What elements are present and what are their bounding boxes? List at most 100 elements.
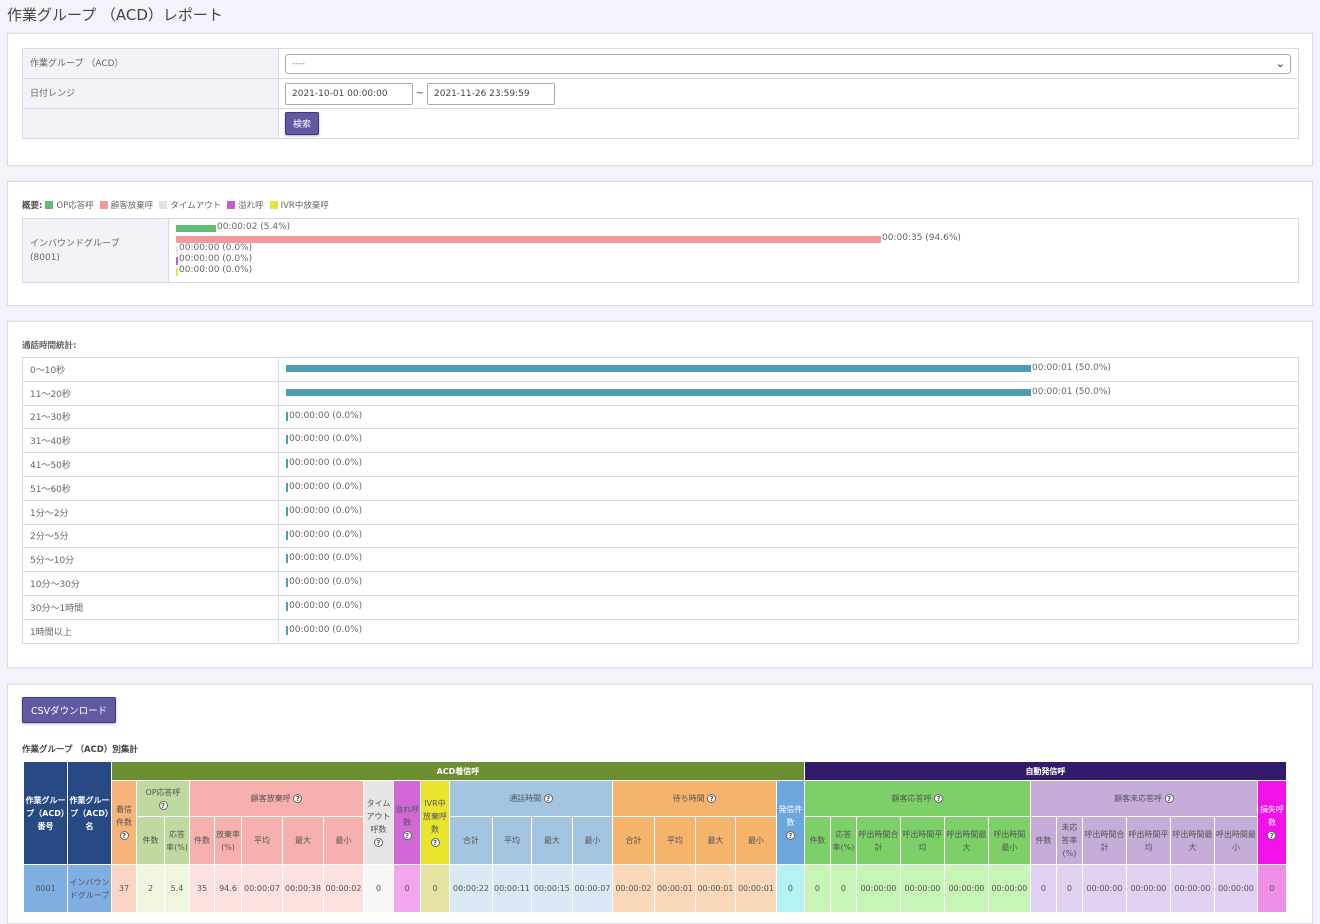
th-talk-avg: 平均: [492, 816, 532, 865]
th-ans-avg: 呼出時間平均: [899, 816, 945, 865]
cell-na-min: 00:00:00: [1213, 864, 1258, 913]
th-ab-min: 最小: [323, 816, 364, 865]
stats-bar-value: 00:00:00 (0.0%): [289, 458, 363, 469]
th-cust-noanswer: 顧客未応答呼 ?: [1029, 780, 1258, 817]
stats-bar-value: 00:00:00 (0.0%): [289, 600, 363, 611]
stats-bar-value: 00:00:00 (0.0%): [289, 529, 363, 540]
stats-bar-cell: 00:00:00 (0.0%): [278, 404, 1299, 430]
legend-label: IVR中放棄呼: [280, 201, 329, 211]
stats-bar-value: 00:00:00 (0.0%): [289, 577, 363, 588]
th-na-total: 呼出時間合計: [1081, 816, 1127, 865]
cell-na-count: 0: [1029, 864, 1057, 913]
th-talk-max: 最大: [530, 816, 573, 865]
stats-bar: [286, 625, 288, 635]
stats-bar-cell: 00:00:00 (0.0%): [278, 523, 1299, 549]
th-talk-min: 最小: [571, 816, 613, 865]
aggregate-table: 作業グループ（ACD）番号 作業グループ（ACD）名 ACD着信呼 自動発信呼 …: [23, 761, 1287, 913]
th-na-avg: 呼出時間平均: [1125, 816, 1171, 865]
th-auto-outbound: 自動発信呼: [803, 761, 1287, 781]
stats-row: 1分～2分 00:00:00 (0.0%): [22, 499, 1299, 525]
help-icon[interactable]: ?: [1267, 831, 1277, 840]
stats-range-label: 51～60秒: [22, 475, 279, 501]
search-row-label: [22, 108, 279, 139]
cell-ans-rate: 0: [829, 864, 857, 913]
stats-range-label: 0～10秒: [22, 357, 279, 382]
cell-talk-min: 00:00:07: [571, 864, 613, 913]
th-talk-total: 合計: [449, 816, 493, 865]
th-ans-max: 呼出時間最大: [943, 816, 989, 865]
help-icon[interactable]: ?: [158, 800, 168, 810]
stats-bar: [286, 459, 288, 469]
summary-bar: [176, 236, 881, 243]
cell-wait-max: 00:00:01: [694, 864, 736, 913]
cell-wait-total: 00:00:02: [611, 864, 655, 913]
help-icon[interactable]: ?: [293, 794, 303, 803]
cell-group-name: インバウンドグループ: [67, 864, 112, 913]
th-ab-avg: 平均: [241, 816, 283, 865]
stats-bar: [286, 578, 288, 588]
th-out-count: 発信件数?: [775, 780, 805, 865]
stats-row: 51～60秒 00:00:00 (0.0%): [22, 475, 1299, 501]
stats-bar-value: 00:00:01 (50.0%): [1032, 363, 1111, 373]
th-acd-incoming: ACD着信呼: [111, 761, 805, 781]
stats-bar: [286, 411, 288, 421]
cell-na-total: 00:00:00: [1081, 864, 1127, 913]
th-op-count: 件数: [136, 816, 165, 865]
help-icon[interactable]: ?: [374, 837, 383, 847]
stats-range-label: 2分～5分: [22, 523, 279, 549]
summary-bar-label: 00:00:00 (0.0%): [179, 254, 253, 264]
stats-bar: [286, 506, 288, 516]
legend-item: IVR中放棄呼: [269, 199, 329, 211]
stats-bar: [286, 365, 1031, 372]
stats-bar-value: 00:00:01 (50.0%): [1032, 386, 1111, 397]
stats-bar: [286, 482, 288, 492]
date-from-input[interactable]: 2021-10-01 00:00:00: [285, 82, 413, 105]
legend-label: タイムアウト: [170, 201, 222, 211]
stats-range-label: 5分～10分: [22, 547, 279, 573]
date-to-input[interactable]: 2021-11-26 23:59:59: [427, 82, 555, 105]
th-na-max: 呼出時間最大: [1169, 816, 1215, 865]
stats-row: 31～40秒 00:00:00 (0.0%): [22, 428, 1299, 454]
cell-na-rate: 0: [1055, 864, 1083, 913]
help-icon[interactable]: ?: [543, 794, 553, 803]
summary-bar-label: 00:00:35 (94.6%): [882, 233, 961, 243]
cell-ans-avg: 00:00:00: [899, 864, 945, 913]
stats-bar-cell: 00:00:00 (0.0%): [278, 571, 1299, 596]
legend-swatch-ivr: [269, 201, 278, 209]
help-icon[interactable]: ?: [707, 794, 717, 803]
cell-na-avg: 00:00:00: [1125, 864, 1171, 913]
th-ans-count: 件数: [803, 816, 831, 865]
help-icon[interactable]: ?: [934, 794, 944, 803]
legend-item: 顧客放棄呼: [99, 199, 154, 211]
stats-bar-cell: 00:00:00 (0.0%): [278, 475, 1299, 501]
legend-label: 顧客放棄呼: [110, 201, 154, 211]
help-icon[interactable]: ?: [119, 831, 129, 840]
search-button[interactable]: 検索: [285, 112, 320, 135]
filter-table: 作業グループ （ACD） ---- ⌄ 日付レンジ 2021-10-01 00:…: [22, 48, 1299, 139]
help-icon[interactable]: ?: [430, 837, 440, 847]
stats-bar-value: 00:00:00 (0.0%): [289, 481, 363, 492]
help-icon[interactable]: ?: [785, 831, 795, 840]
stats-row: 5分～10分 00:00:00 (0.0%): [22, 547, 1299, 573]
cell-lost: 0: [1256, 864, 1287, 913]
stats-bar-cell: 00:00:00 (0.0%): [278, 452, 1299, 477]
help-icon[interactable]: ?: [402, 831, 412, 840]
stats-row: 10分～30分 00:00:00 (0.0%): [22, 571, 1299, 596]
table-row: 8001 インバウンドグループ 37 2 5.4 35 94.6 00:00:0…: [23, 864, 1287, 913]
stats-range-label: 1時間以上: [22, 618, 279, 644]
th-na-min: 呼出時間最小: [1213, 816, 1258, 865]
cell-talk-max: 00:00:15: [530, 864, 573, 913]
legend-label: 溢れ呼: [238, 201, 264, 211]
csv-download-button[interactable]: CSVダウンロード: [22, 697, 117, 723]
group-select-value: ----: [292, 58, 305, 69]
group-select[interactable]: ---- ⌄: [285, 53, 1291, 74]
stats-bar: [286, 554, 288, 564]
th-talk-time: 通話時間 ?: [449, 780, 613, 817]
stats-table: 0～10秒 00:00:01 (50.0%) 11～20秒 00:00:01 (50.…: [22, 357, 1299, 644]
cell-ab-rate: 94.6: [214, 864, 242, 913]
stats-bar: [286, 530, 288, 540]
th-ans-total: 呼出時間合計: [855, 816, 901, 865]
help-icon[interactable]: ?: [1164, 794, 1174, 803]
summary-bar-label: 00:00:00 (0.0%): [179, 243, 253, 253]
stats-bar-value: 00:00:00 (0.0%): [289, 434, 363, 445]
